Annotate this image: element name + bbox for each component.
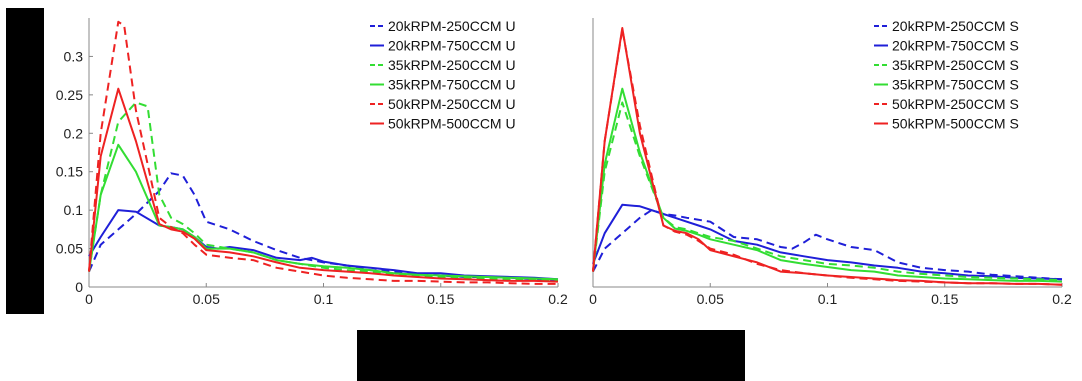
x-tick-label: 0.05	[193, 291, 220, 307]
y-tick-label: 0.1	[64, 202, 84, 218]
legend-label: 20kRPM-250CCM S	[892, 18, 1019, 34]
y-tick-label: 0	[75, 279, 83, 295]
right-chart: 0 0.05 0.1 0.15 0.2 20kRPM-250CCM S 20kRPM-750…	[589, 18, 1072, 307]
legend-label: 20kRPM-750CCM S	[892, 38, 1019, 54]
x-tick-label: 0.2	[548, 291, 568, 307]
x-tick-label: 0.1	[314, 291, 334, 307]
x-tick-label: 0.2	[1052, 291, 1072, 307]
legend: 20kRPM-250CCM S 20kRPM-750CCM S 35kRPM-250…	[874, 18, 1019, 132]
x-tick-label: 0	[589, 291, 597, 307]
legend: 20kRPM-250CCM U 20kRPM-750CCM U 35kRPM-250…	[370, 18, 516, 132]
legend-label: 50kRPM-500CCM S	[892, 116, 1019, 132]
series-line-50krpm-500ccm-u	[88, 87, 559, 283]
legend-label: 35kRPM-250CCM U	[388, 57, 516, 73]
legend-label: 35kRPM-750CCM U	[388, 77, 516, 93]
series-line-50krpm-500ccm-s	[592, 27, 1063, 286]
x-tick-label: 0.15	[931, 291, 958, 307]
legend-label: 35kRPM-250CCM S	[892, 57, 1019, 73]
legend-label: 20kRPM-250CCM U	[388, 18, 516, 34]
legend-label: 50kRPM-500CCM U	[388, 116, 516, 132]
legend-label: 20kRPM-750CCM U	[388, 38, 516, 54]
redaction-bar-ylabel	[6, 8, 44, 314]
series-line-35krpm-250ccm-s	[592, 101, 1063, 282]
y-tick-label: 0.25	[56, 87, 83, 103]
left-chart: 0 0.05 0.1 0.15 0.2 0 0.05 0.1 0.15 0.2 0.25 0.3 20k…	[56, 18, 568, 307]
y-tick-label: 0.15	[56, 164, 83, 180]
x-tick-label: 0	[85, 291, 93, 307]
series-line-50krpm-250ccm-u	[88, 20, 558, 285]
legend-label: 50kRPM-250CCM S	[892, 96, 1019, 112]
legend-label: 50kRPM-250CCM U	[388, 96, 516, 112]
x-tick-label: 0.1	[818, 291, 838, 307]
y-tick-label: 0.2	[64, 125, 84, 141]
series-line-20krpm-750ccm-u	[88, 209, 559, 281]
series-line-35krpm-750ccm-u	[88, 143, 559, 281]
legend-label: 35kRPM-750CCM S	[892, 77, 1019, 93]
y-tick-label: 0.3	[64, 48, 84, 64]
x-tick-label: 0.05	[697, 291, 724, 307]
series-line-20krpm-250ccm-s	[592, 209, 1063, 281]
redaction-bar-xlabel	[357, 330, 745, 381]
x-tick-label: 0.15	[427, 291, 454, 307]
y-tick-label: 0.05	[56, 241, 83, 257]
